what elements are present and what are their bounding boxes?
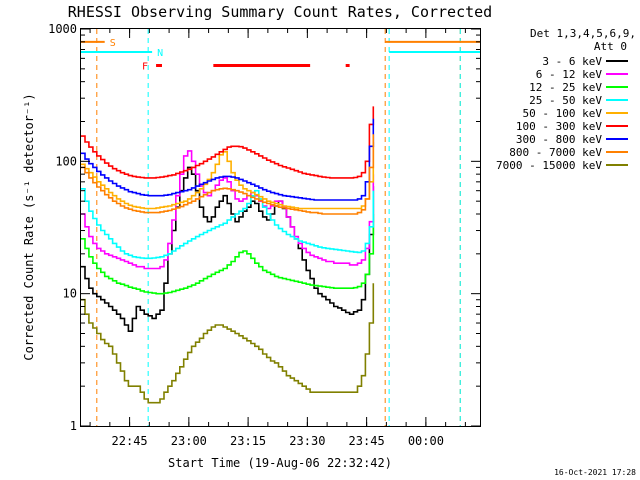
y-tick-label-2: 100 bbox=[55, 154, 77, 168]
x-axis-label: Start Time (19-Aug-06 22:32:42) bbox=[168, 456, 392, 470]
series-line-7 bbox=[81, 134, 375, 215]
legend-label-6: 300 - 800 keV bbox=[516, 133, 602, 146]
x-tick-label-0: 22:45 bbox=[112, 434, 148, 448]
legend-header-detectors: Det 1,3,4,5,6,9, bbox=[530, 27, 636, 40]
series-line-8 bbox=[81, 283, 375, 404]
series-line-4 bbox=[81, 142, 375, 210]
legend-label-0: 3 - 6 keV bbox=[542, 55, 602, 68]
legend-label-3: 25 - 50 keV bbox=[529, 94, 602, 107]
x-axis: 22:45 23:00 23:15 23:30 23:45 00:00 bbox=[89, 29, 466, 448]
legend-label-2: 12 - 25 keV bbox=[529, 81, 602, 94]
legend-label-7: 800 - 7000 keV bbox=[509, 146, 602, 159]
footer-timestamp: 16-Oct-2021 17:28 bbox=[554, 468, 636, 477]
y-tick-label-1: 10 bbox=[63, 287, 77, 301]
plot-frame bbox=[80, 28, 481, 427]
legend-label-4: 50 - 100 keV bbox=[523, 107, 603, 120]
series-line-1 bbox=[81, 150, 375, 270]
x-tick-label-3: 23:30 bbox=[289, 434, 325, 448]
y-tick-label-0: 1 bbox=[70, 419, 77, 433]
x-tick-label-1: 23:00 bbox=[171, 434, 207, 448]
legend-header-attenuator: Att 0 bbox=[594, 40, 627, 53]
flag-label-1: N bbox=[157, 48, 163, 59]
series-line-5 bbox=[81, 106, 375, 179]
series-line-6 bbox=[81, 118, 375, 201]
series-line-0 bbox=[81, 166, 375, 332]
x-tick-label-5: 00:00 bbox=[408, 434, 444, 448]
flare-flag-label: F bbox=[142, 61, 148, 72]
series-line-3 bbox=[81, 188, 375, 260]
y-tick-label-3: 1000 bbox=[48, 22, 77, 36]
y-axis: 1 10 100 1000 bbox=[48, 22, 480, 433]
flag-label-0: S bbox=[110, 38, 116, 49]
legend-label-8: 7000 - 15000 keV bbox=[496, 159, 602, 172]
y-axis-label: Corrected Count Rate (s⁻¹ detector⁻¹) bbox=[22, 93, 36, 360]
series-group bbox=[81, 106, 375, 404]
x-tick-label-4: 23:45 bbox=[349, 434, 385, 448]
chart-title: RHESSI Observing Summary Count Rates, Co… bbox=[68, 3, 492, 21]
flag-group: S NF bbox=[81, 38, 480, 72]
legend-label-5: 100 - 300 keV bbox=[516, 120, 602, 133]
x-tick-label-2: 23:15 bbox=[230, 434, 266, 448]
legend-label-1: 6 - 12 keV bbox=[536, 68, 603, 81]
series-line-2 bbox=[81, 214, 375, 295]
instrument-markers bbox=[96, 29, 461, 426]
